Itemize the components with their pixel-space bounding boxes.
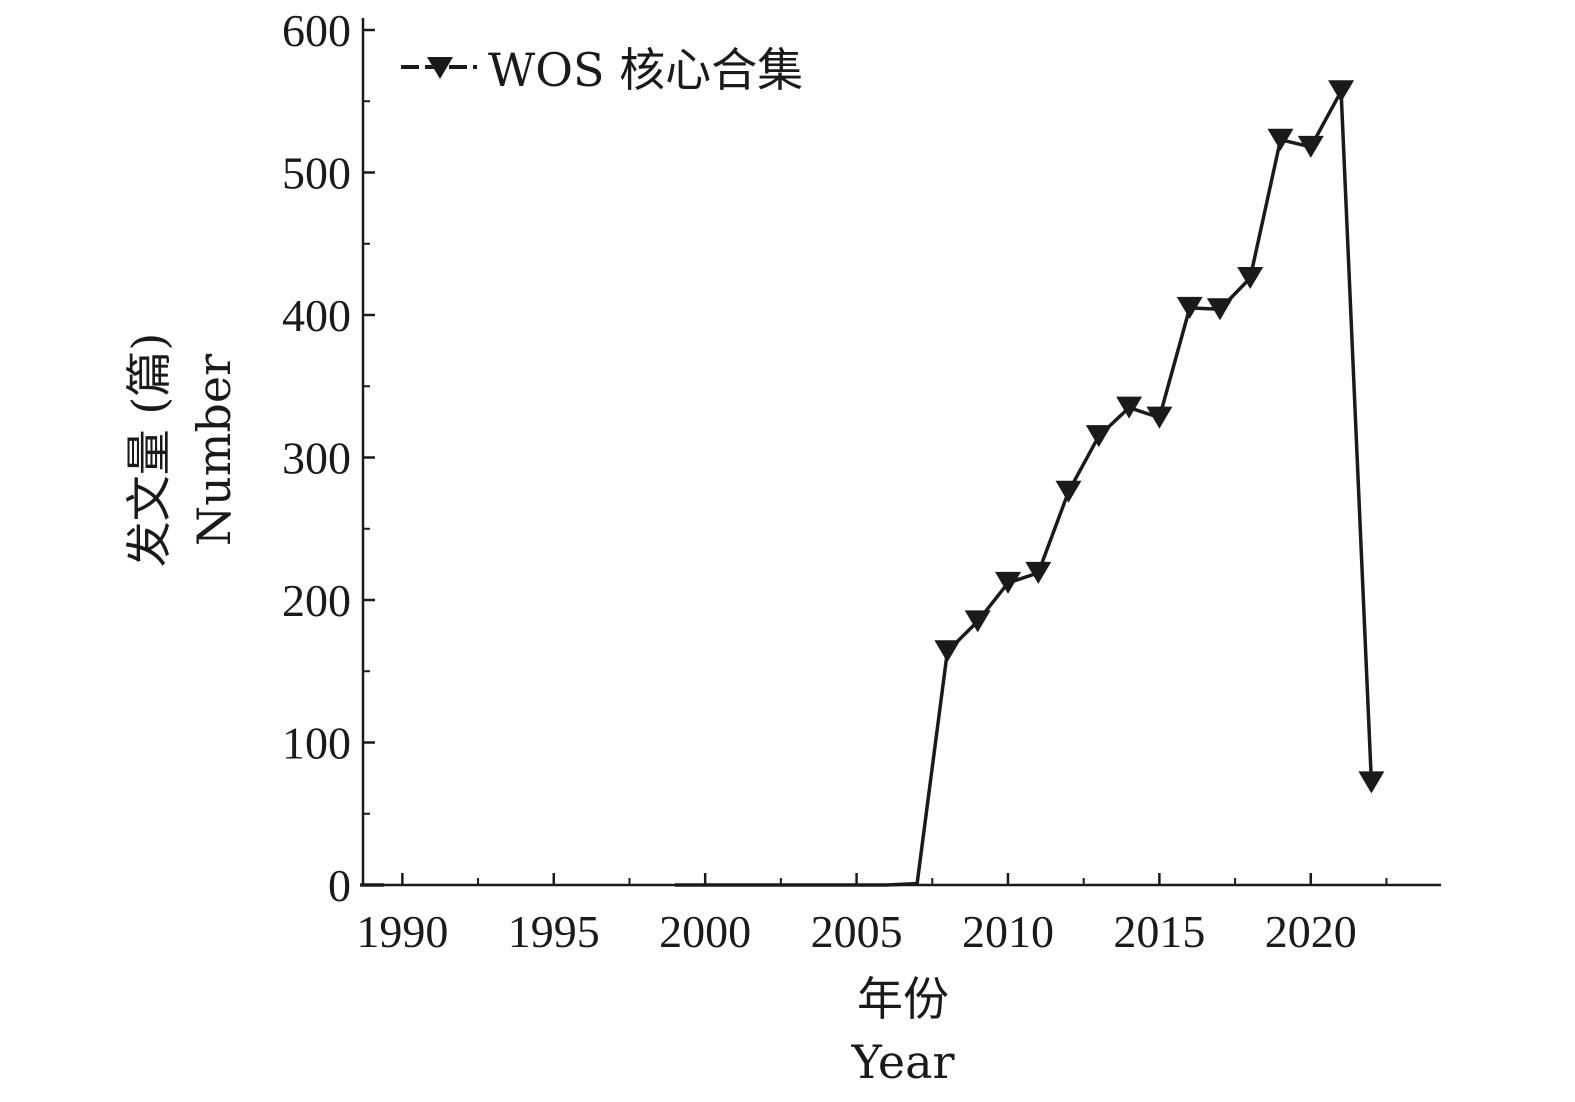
y-tick-label: 400 bbox=[282, 290, 351, 341]
x-tick-label: 2015 bbox=[1113, 906, 1205, 957]
series-point bbox=[1085, 425, 1112, 448]
legend-marker bbox=[427, 57, 453, 79]
legend-label: WOS 核心合集 bbox=[488, 43, 803, 97]
series-point bbox=[1176, 296, 1203, 319]
x-tick-label: 2020 bbox=[1265, 906, 1357, 957]
y-tick-label: 600 bbox=[282, 5, 351, 56]
x-axis-title-en: Year bbox=[850, 1035, 954, 1089]
series-point bbox=[1358, 771, 1385, 794]
y-tick-label: 0 bbox=[328, 860, 351, 911]
x-tick-label: 1990 bbox=[356, 906, 448, 957]
y-axis-title-en: Number bbox=[187, 354, 241, 546]
axis-titles: 年份 Year 发文量 (篇) Number bbox=[122, 333, 955, 1089]
y-axis-title: 发文量 (篇) bbox=[122, 333, 176, 568]
y-tick-label: 300 bbox=[282, 433, 351, 484]
y-tick-label: 100 bbox=[282, 718, 351, 769]
x-tick-label: 2010 bbox=[962, 906, 1054, 957]
y-tick-label: 500 bbox=[282, 148, 351, 199]
series-point bbox=[1146, 406, 1173, 429]
series-point bbox=[995, 571, 1021, 594]
axes: 0 100 200 300 400 500 600 1990 1995 2000 2005 2010 2… bbox=[282, 5, 1441, 957]
x-tick-label: 2005 bbox=[811, 906, 903, 957]
series-point bbox=[1025, 561, 1052, 584]
x-tick-label: 2000 bbox=[659, 906, 751, 957]
y-tick-label: 200 bbox=[282, 575, 351, 626]
series-point bbox=[1328, 80, 1355, 103]
series-point bbox=[964, 610, 991, 633]
series-point bbox=[1267, 128, 1294, 151]
series-wos bbox=[360, 80, 1385, 887]
series-line bbox=[674, 89, 1374, 887]
series-point bbox=[934, 640, 961, 663]
series-point bbox=[1116, 396, 1143, 419]
x-tick-label: 1995 bbox=[508, 906, 600, 957]
legend: WOS 核心合集 bbox=[401, 43, 803, 97]
series-point bbox=[1237, 267, 1264, 289]
series-point bbox=[1206, 298, 1233, 321]
x-axis-title: 年份 bbox=[857, 972, 949, 1026]
series-point bbox=[1055, 480, 1082, 503]
series-point bbox=[1297, 135, 1324, 158]
